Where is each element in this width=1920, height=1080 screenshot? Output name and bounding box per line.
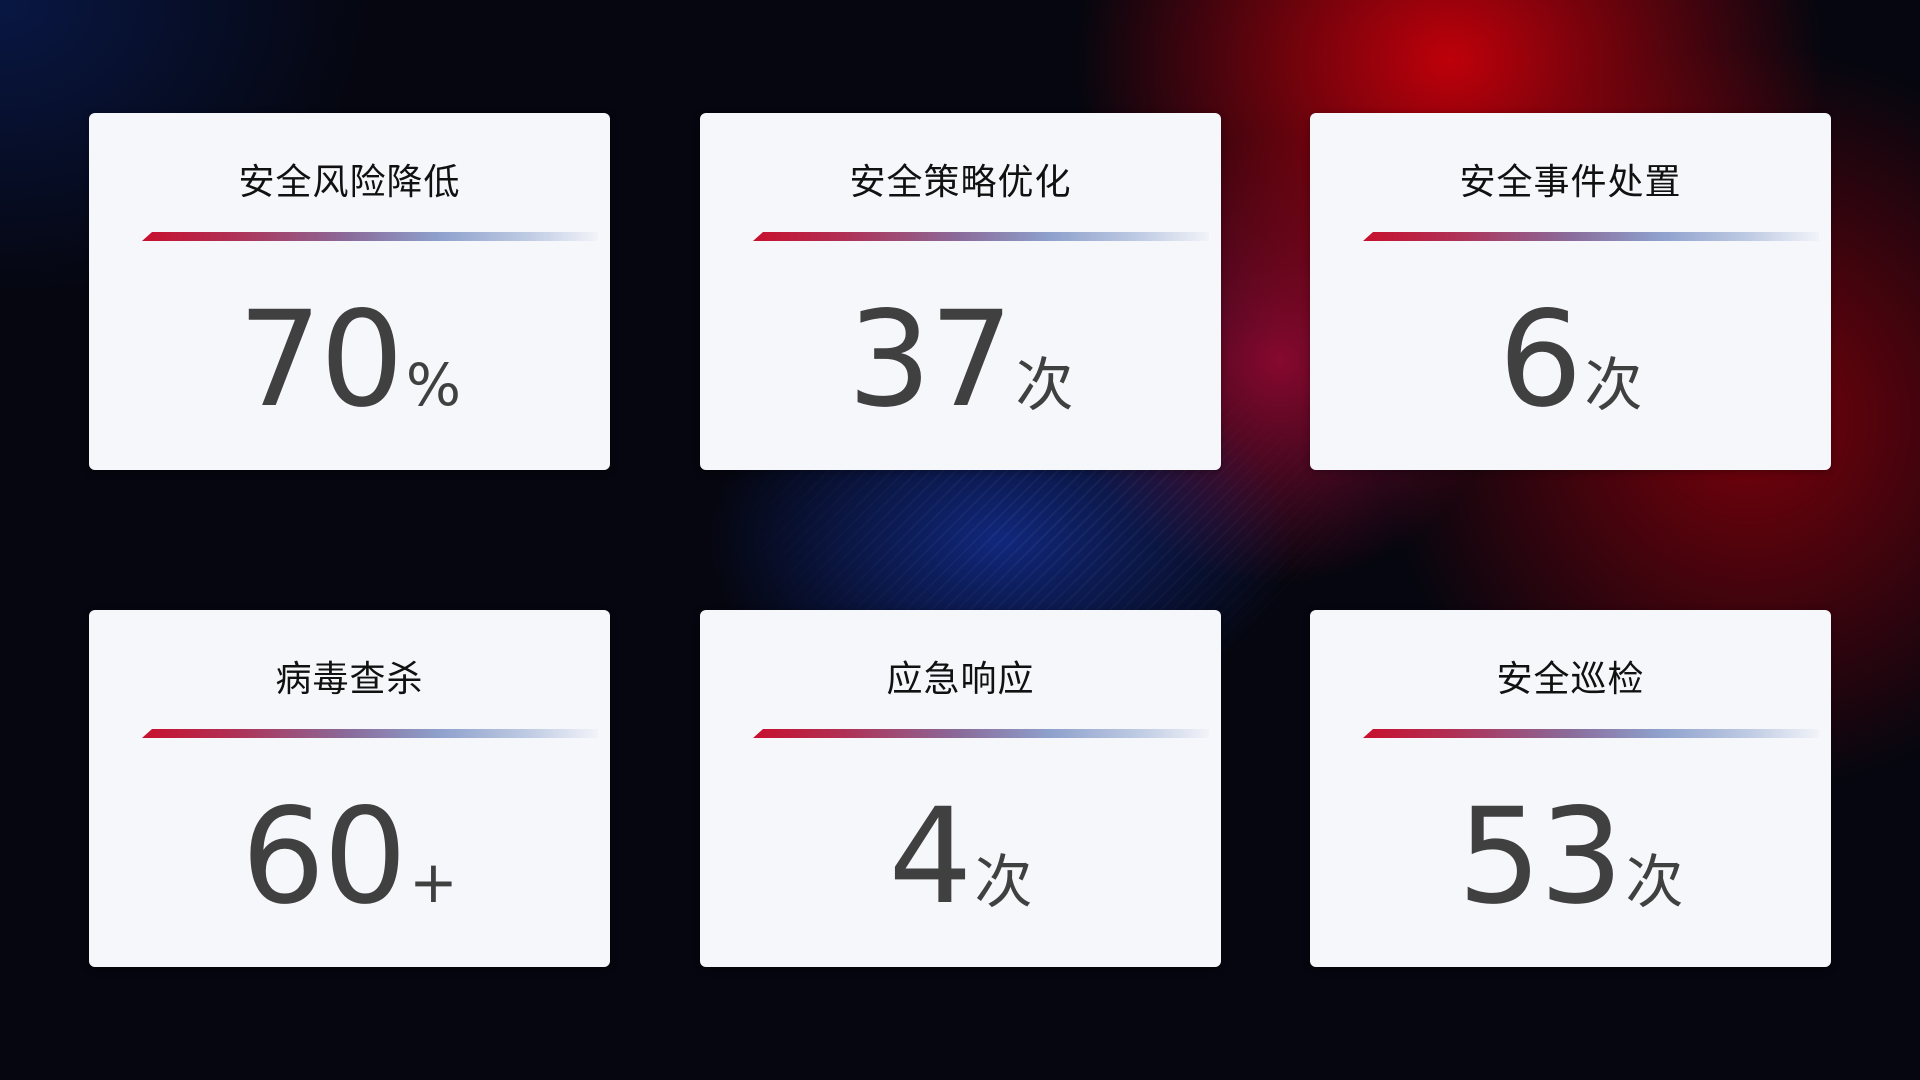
value-number: 60 <box>241 780 407 934</box>
card-value: 4次 <box>700 780 1221 934</box>
card-title: 病毒查杀 <box>275 659 424 700</box>
stat-card-policy-optimization: 安全策略优化 37次 <box>700 113 1221 470</box>
card-divider <box>1363 232 1819 241</box>
value-unit: 次 <box>1015 351 1074 419</box>
value-unit: 次 <box>1584 351 1643 419</box>
card-divider <box>753 729 1209 738</box>
stat-card-security-patrol: 安全巡检 53次 <box>1310 610 1831 967</box>
stat-card-incident-handling: 安全事件处置 6次 <box>1310 113 1831 470</box>
value-unit: 次 <box>1625 848 1684 916</box>
card-value: 37次 <box>700 283 1221 437</box>
value-number: 53 <box>1457 780 1624 934</box>
stat-card-virus-removal: 病毒查杀 60+ <box>89 610 610 967</box>
card-title: 安全巡检 <box>1496 659 1645 700</box>
card-title: 安全风险降低 <box>238 162 461 203</box>
value-number: 6 <box>1498 283 1583 437</box>
value-number: 37 <box>847 283 1014 437</box>
value-number: 70 <box>237 283 404 437</box>
stat-card-risk-reduction: 安全风险降低 70% <box>89 113 610 470</box>
card-value: 60+ <box>89 780 610 934</box>
value-unit: 次 <box>974 848 1033 916</box>
value-unit: + <box>409 848 458 916</box>
card-title: 安全事件处置 <box>1459 162 1682 203</box>
card-value: 6次 <box>1310 283 1831 437</box>
card-divider <box>142 729 598 738</box>
card-title: 安全策略优化 <box>849 162 1072 203</box>
card-value: 70% <box>89 283 610 437</box>
card-divider <box>142 232 598 241</box>
card-title: 应急响应 <box>886 659 1035 700</box>
value-unit: % <box>405 351 462 419</box>
card-divider <box>1363 729 1819 738</box>
card-divider <box>753 232 1209 241</box>
stat-card-emergency-response: 应急响应 4次 <box>700 610 1221 967</box>
card-value: 53次 <box>1310 780 1831 934</box>
value-number: 4 <box>888 780 973 934</box>
